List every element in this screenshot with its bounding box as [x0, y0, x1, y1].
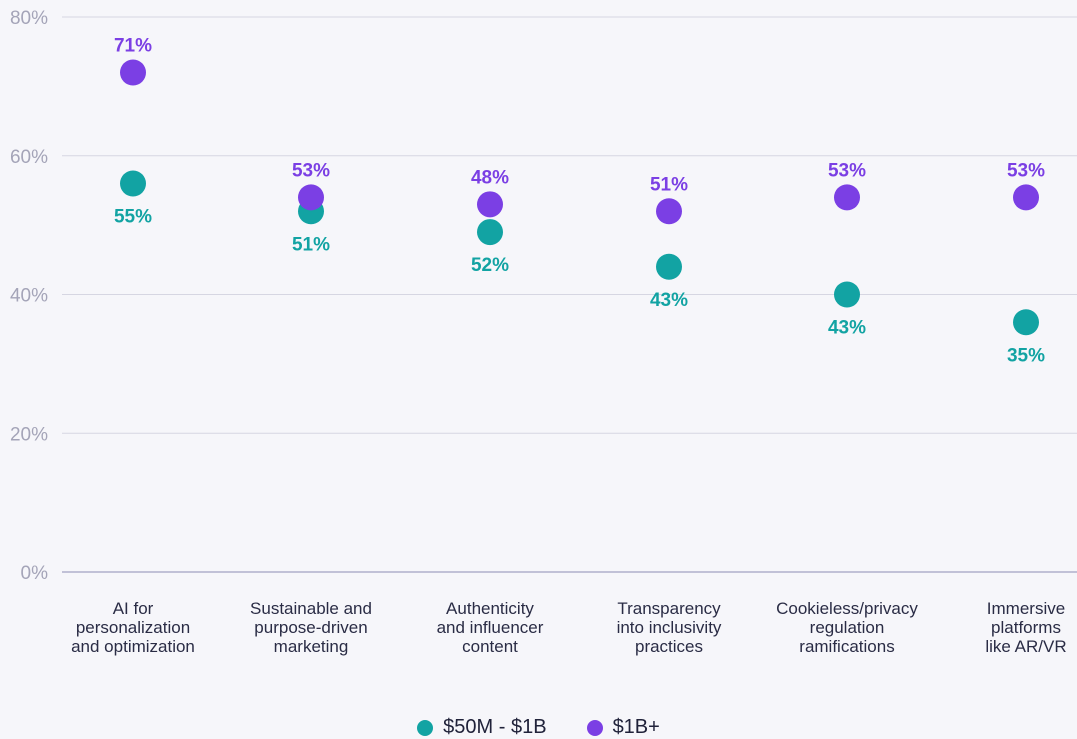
x-category-label: Immersive platforms like AR/VR	[985, 599, 1066, 656]
legend-label-series-1: $1B+	[612, 716, 660, 738]
legend: $50M - $1B $1B+	[0, 716, 1077, 739]
x-category-label: Transparency into inclusivity practices	[617, 599, 722, 656]
data-label-series-0: 51%	[292, 234, 330, 255]
legend-label-series-0: $50M - $1B	[443, 716, 547, 738]
x-axis-categories: AI for personalization and optimization Sus…	[71, 599, 1067, 656]
data-point-series-1	[656, 198, 682, 225]
x-category-label: Cookieless/privacy regulation ramification…	[776, 599, 918, 656]
y-tick-label: 80%	[10, 8, 48, 29]
y-tick-label: 60%	[10, 147, 48, 168]
x-category-label: Sustainable and purpose-driven marketing	[250, 599, 372, 656]
data-label-series-1: 51%	[650, 174, 688, 195]
data-point-series-0	[656, 253, 682, 280]
data-label-series-0: 35%	[1007, 345, 1045, 366]
data-label-series-0: 43%	[828, 318, 866, 339]
data-point-series-1	[298, 184, 324, 211]
legend-marker-series-1	[586, 719, 603, 736]
grid-lines	[62, 16, 1077, 573]
x-category-label: AI for personalization and optimization	[71, 599, 195, 656]
legend-item-series-0: $50M - $1B	[417, 716, 547, 739]
data-point-series-0	[477, 219, 503, 246]
y-tick-label: 0%	[21, 563, 49, 584]
y-tick-label: 40%	[10, 286, 48, 307]
data-point-series-1	[1013, 184, 1039, 211]
data-point-series-1	[477, 191, 503, 218]
data-point-series-0	[834, 281, 860, 308]
x-category-label: Authenticity and influencer content	[437, 599, 544, 656]
legend-item-series-1: $1B+	[586, 716, 660, 739]
y-axis-ticks: 0% 20% 40% 60% 80%	[10, 8, 48, 584]
data-label-series-0: 52%	[471, 255, 509, 276]
data-points: 55% 51% 52% 43% 43% 35% 71% 53% 48% 51% 53% 53%	[114, 36, 1045, 367]
data-label-series-0: 43%	[650, 290, 688, 311]
data-point-series-1	[120, 59, 146, 86]
data-label-series-1: 53%	[828, 160, 866, 181]
data-label-series-1: 48%	[471, 167, 509, 188]
y-tick-label: 20%	[10, 424, 48, 445]
data-point-series-0	[120, 170, 146, 197]
data-label-series-1: 71%	[114, 36, 152, 57]
data-label-series-1: 53%	[292, 160, 330, 181]
legend-marker-series-0	[417, 719, 434, 736]
data-label-series-1: 53%	[1007, 160, 1045, 181]
data-label-series-0: 55%	[114, 207, 152, 228]
data-point-series-1	[834, 184, 860, 211]
data-point-series-0	[1013, 309, 1039, 336]
